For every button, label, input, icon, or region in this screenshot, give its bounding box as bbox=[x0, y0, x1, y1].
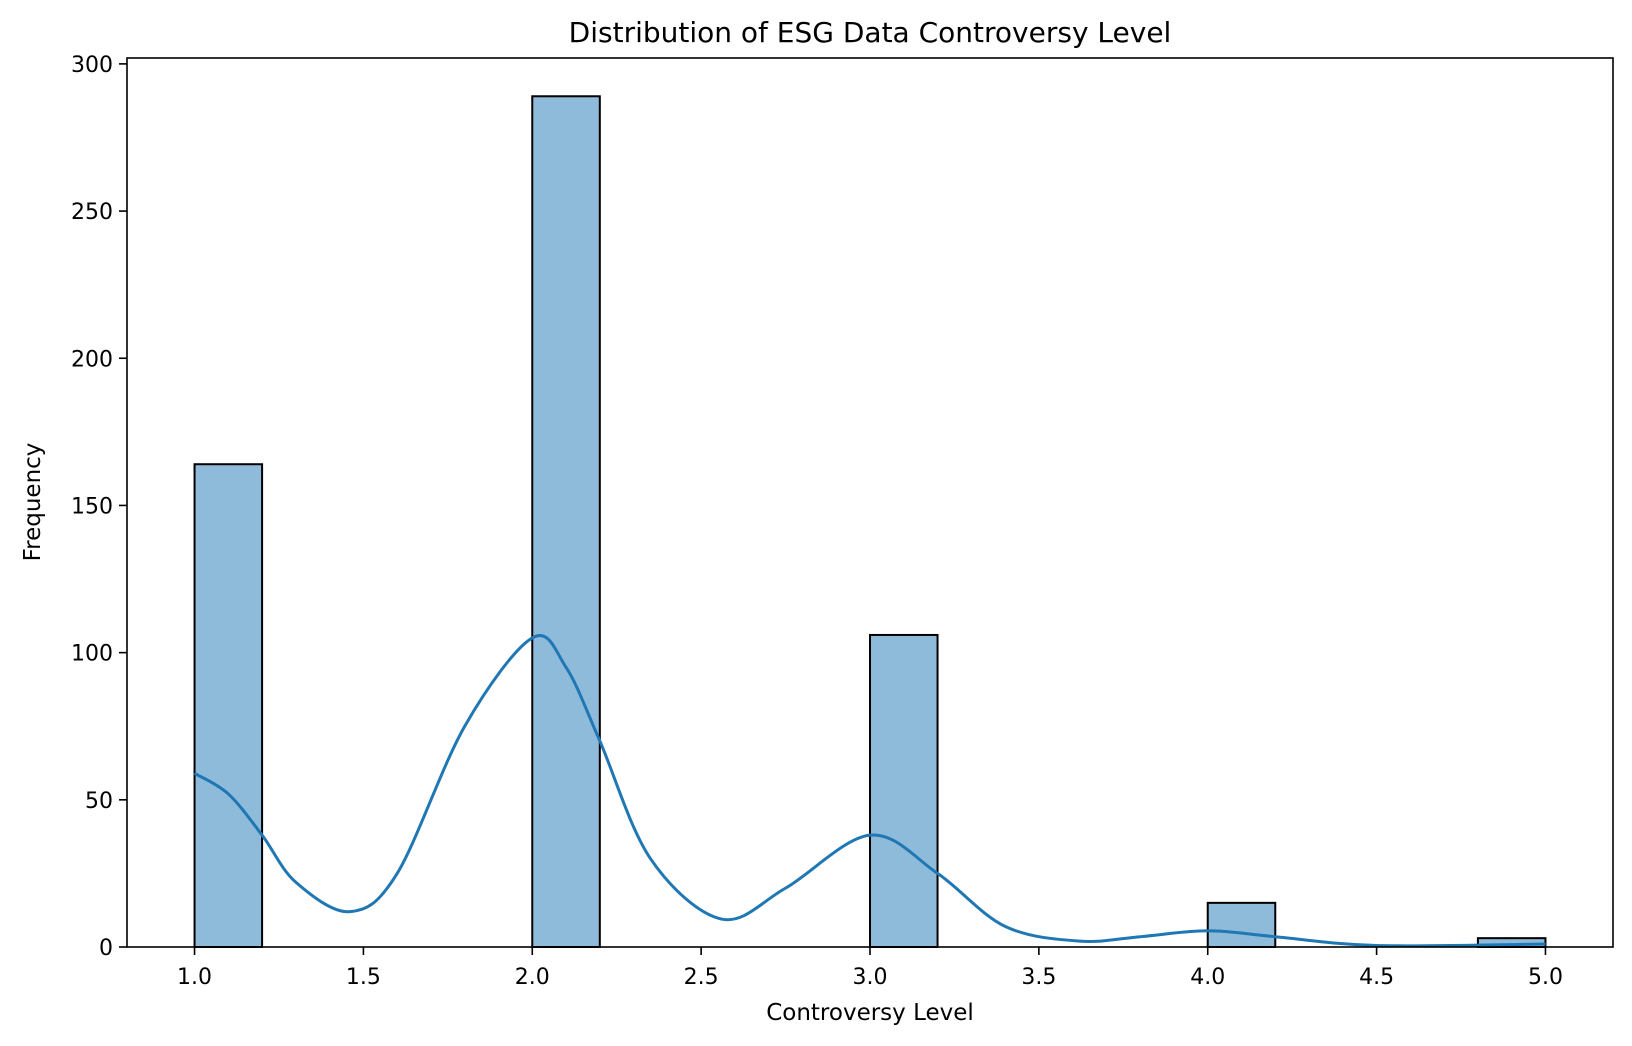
y-tick-label: 200 bbox=[71, 347, 113, 372]
histogram-bar bbox=[193, 463, 264, 948]
x-tick-label: 3.5 bbox=[1021, 965, 1056, 990]
x-tick-label: 4.5 bbox=[1359, 965, 1394, 990]
y-axis-ticks: 0 50 100 150 200 250 300 bbox=[71, 53, 127, 961]
x-tick-label: 5.0 bbox=[1528, 965, 1563, 990]
y-tick-label: 100 bbox=[71, 642, 113, 667]
x-tick-label: 3.0 bbox=[853, 965, 888, 990]
chart-title: Distribution of ESG Data Controversy Lev… bbox=[569, 16, 1172, 49]
histogram-bar bbox=[531, 95, 601, 949]
x-tick-label: 1.5 bbox=[346, 965, 381, 990]
y-tick-label: 0 bbox=[99, 936, 113, 961]
kde-curve bbox=[193, 634, 1546, 948]
y-tick-label: 250 bbox=[71, 200, 113, 225]
histogram-bar bbox=[1206, 901, 1277, 948]
x-tick-label: 1.0 bbox=[177, 965, 212, 990]
y-axis-label: Frequency bbox=[20, 443, 46, 562]
y-tick-label: 300 bbox=[71, 53, 113, 78]
x-tick-label: 4.0 bbox=[1190, 965, 1225, 990]
x-tick-label: 2.5 bbox=[684, 965, 719, 990]
histogram-bars bbox=[193, 95, 1547, 949]
x-tick-label: 2.0 bbox=[515, 965, 550, 990]
y-tick-label: 50 bbox=[85, 789, 113, 814]
y-tick-label: 150 bbox=[71, 494, 113, 519]
x-axis-label: Controversy Level bbox=[766, 1000, 974, 1026]
histogram-bar bbox=[869, 633, 939, 948]
x-axis-ticks: 1.0 1.5 2.0 2.5 3.0 3.5 4.0 4.5 5.0 bbox=[177, 947, 1563, 990]
